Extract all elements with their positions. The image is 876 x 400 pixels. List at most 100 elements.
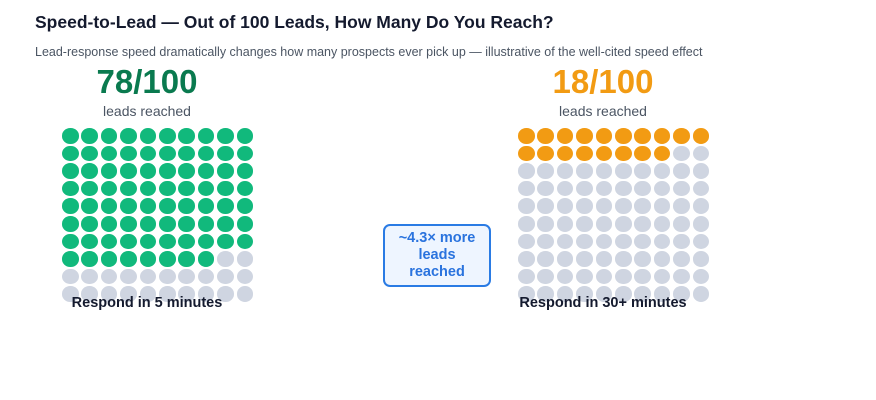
fast-dot-29 xyxy=(217,163,234,179)
fast-dot-15 xyxy=(139,145,157,162)
fast-dot-50 xyxy=(236,198,254,214)
slow-dot-69 xyxy=(673,233,690,250)
fast-dot-43 xyxy=(100,198,118,214)
fast-dot-5 xyxy=(139,128,157,144)
fast-dot-69 xyxy=(217,233,234,250)
fast-dot-33 xyxy=(100,180,118,197)
slow-dot-64 xyxy=(576,233,593,250)
slow-dot-8 xyxy=(653,128,671,144)
fast-dot-72 xyxy=(81,251,98,267)
fast-dot-94 xyxy=(120,286,137,302)
slow-dot-24 xyxy=(576,163,593,179)
fast-dot-54 xyxy=(120,216,137,232)
fast-dot-76 xyxy=(159,251,176,267)
fast-dot-14 xyxy=(120,145,137,162)
fast-dot-26 xyxy=(159,163,176,179)
fast-dot-92 xyxy=(81,286,98,302)
fast-dot-3 xyxy=(100,128,118,144)
slow-dot-4 xyxy=(576,128,593,144)
slow-dot-95 xyxy=(595,286,613,302)
slow-dot-50 xyxy=(692,198,710,214)
slow-dot-88 xyxy=(653,268,671,285)
slow-dot-15 xyxy=(595,145,613,162)
fast-dot-13 xyxy=(100,145,118,162)
slow-dot-60 xyxy=(692,216,710,232)
slow-dot-9 xyxy=(673,128,690,144)
fast-dot-60 xyxy=(236,216,254,232)
slow-dot-29 xyxy=(673,163,690,179)
slow-dot-12 xyxy=(537,145,554,162)
fast-dot-68 xyxy=(197,233,215,250)
slow-dot-61 xyxy=(518,233,535,250)
fast-dot-10 xyxy=(236,128,254,144)
fast-dot-64 xyxy=(120,233,137,250)
fast-dot-95 xyxy=(139,286,157,302)
fast-dot-53 xyxy=(100,216,118,232)
fast-dot-62 xyxy=(81,233,98,250)
slow-dot-42 xyxy=(537,198,554,214)
fast-dot-40 xyxy=(236,180,254,197)
slow-dot-52 xyxy=(537,216,554,232)
slow-dot-5 xyxy=(595,128,613,144)
slow-dot-3 xyxy=(556,128,574,144)
slow-dot-72 xyxy=(537,251,554,267)
slow-dot-57 xyxy=(634,216,651,232)
slow-dot-55 xyxy=(595,216,613,232)
fast-dot-47 xyxy=(178,198,195,214)
slow-dot-1 xyxy=(518,128,535,144)
fast-dot-91 xyxy=(62,286,79,302)
caption-slow: Respond in 30+ minutes xyxy=(519,295,687,311)
slow-dot-10 xyxy=(692,128,710,144)
slow-dot-56 xyxy=(615,216,632,232)
waffle-panel-slow: 18/100 leads reached Respond in 30+ minu… xyxy=(483,62,723,311)
fast-dot-42 xyxy=(81,198,98,214)
slow-dot-81 xyxy=(518,268,535,285)
fast-dot-31 xyxy=(62,180,79,197)
slow-dot-35 xyxy=(595,180,613,197)
slow-dot-66 xyxy=(615,233,632,250)
slow-dot-21 xyxy=(518,163,535,179)
fast-dot-52 xyxy=(81,216,98,232)
fast-dot-79 xyxy=(217,251,234,267)
fast-dot-12 xyxy=(81,145,98,162)
slow-dot-16 xyxy=(615,145,632,162)
slow-dot-13 xyxy=(556,145,574,162)
slow-dot-83 xyxy=(556,268,574,285)
fast-dot-99 xyxy=(217,286,234,302)
slow-dot-90 xyxy=(692,268,710,285)
fast-dot-6 xyxy=(159,128,176,144)
fast-dot-34 xyxy=(120,180,137,197)
fast-dot-66 xyxy=(159,233,176,250)
fast-dot-49 xyxy=(217,198,234,214)
slow-dot-68 xyxy=(653,233,671,250)
fast-dot-24 xyxy=(120,163,137,179)
fast-dot-84 xyxy=(120,268,137,285)
fast-dot-11 xyxy=(62,145,79,162)
fast-dot-36 xyxy=(159,180,176,197)
fast-dot-51 xyxy=(62,216,79,232)
fast-dot-46 xyxy=(159,198,176,214)
fast-dot-4 xyxy=(120,128,137,144)
slow-dot-62 xyxy=(537,233,554,250)
fast-dot-19 xyxy=(217,145,234,162)
fast-dot-2 xyxy=(81,128,98,144)
slow-dot-25 xyxy=(595,163,613,179)
fast-dot-70 xyxy=(236,233,254,250)
fast-dot-81 xyxy=(62,268,79,285)
slow-dot-47 xyxy=(634,198,651,214)
fast-dot-89 xyxy=(217,268,234,285)
slow-dot-49 xyxy=(673,198,690,214)
fast-dot-96 xyxy=(159,286,176,302)
fast-dot-9 xyxy=(217,128,234,144)
fast-dot-93 xyxy=(100,286,118,302)
fast-dot-82 xyxy=(81,268,98,285)
slow-dot-38 xyxy=(653,180,671,197)
slow-dot-46 xyxy=(615,198,632,214)
slow-dot-30 xyxy=(692,163,710,179)
slow-dot-40 xyxy=(692,180,710,197)
fast-dot-83 xyxy=(100,268,118,285)
slow-dot-27 xyxy=(634,163,651,179)
fast-dot-88 xyxy=(197,268,215,285)
fast-dot-78 xyxy=(197,251,215,267)
slow-dot-82 xyxy=(537,268,554,285)
